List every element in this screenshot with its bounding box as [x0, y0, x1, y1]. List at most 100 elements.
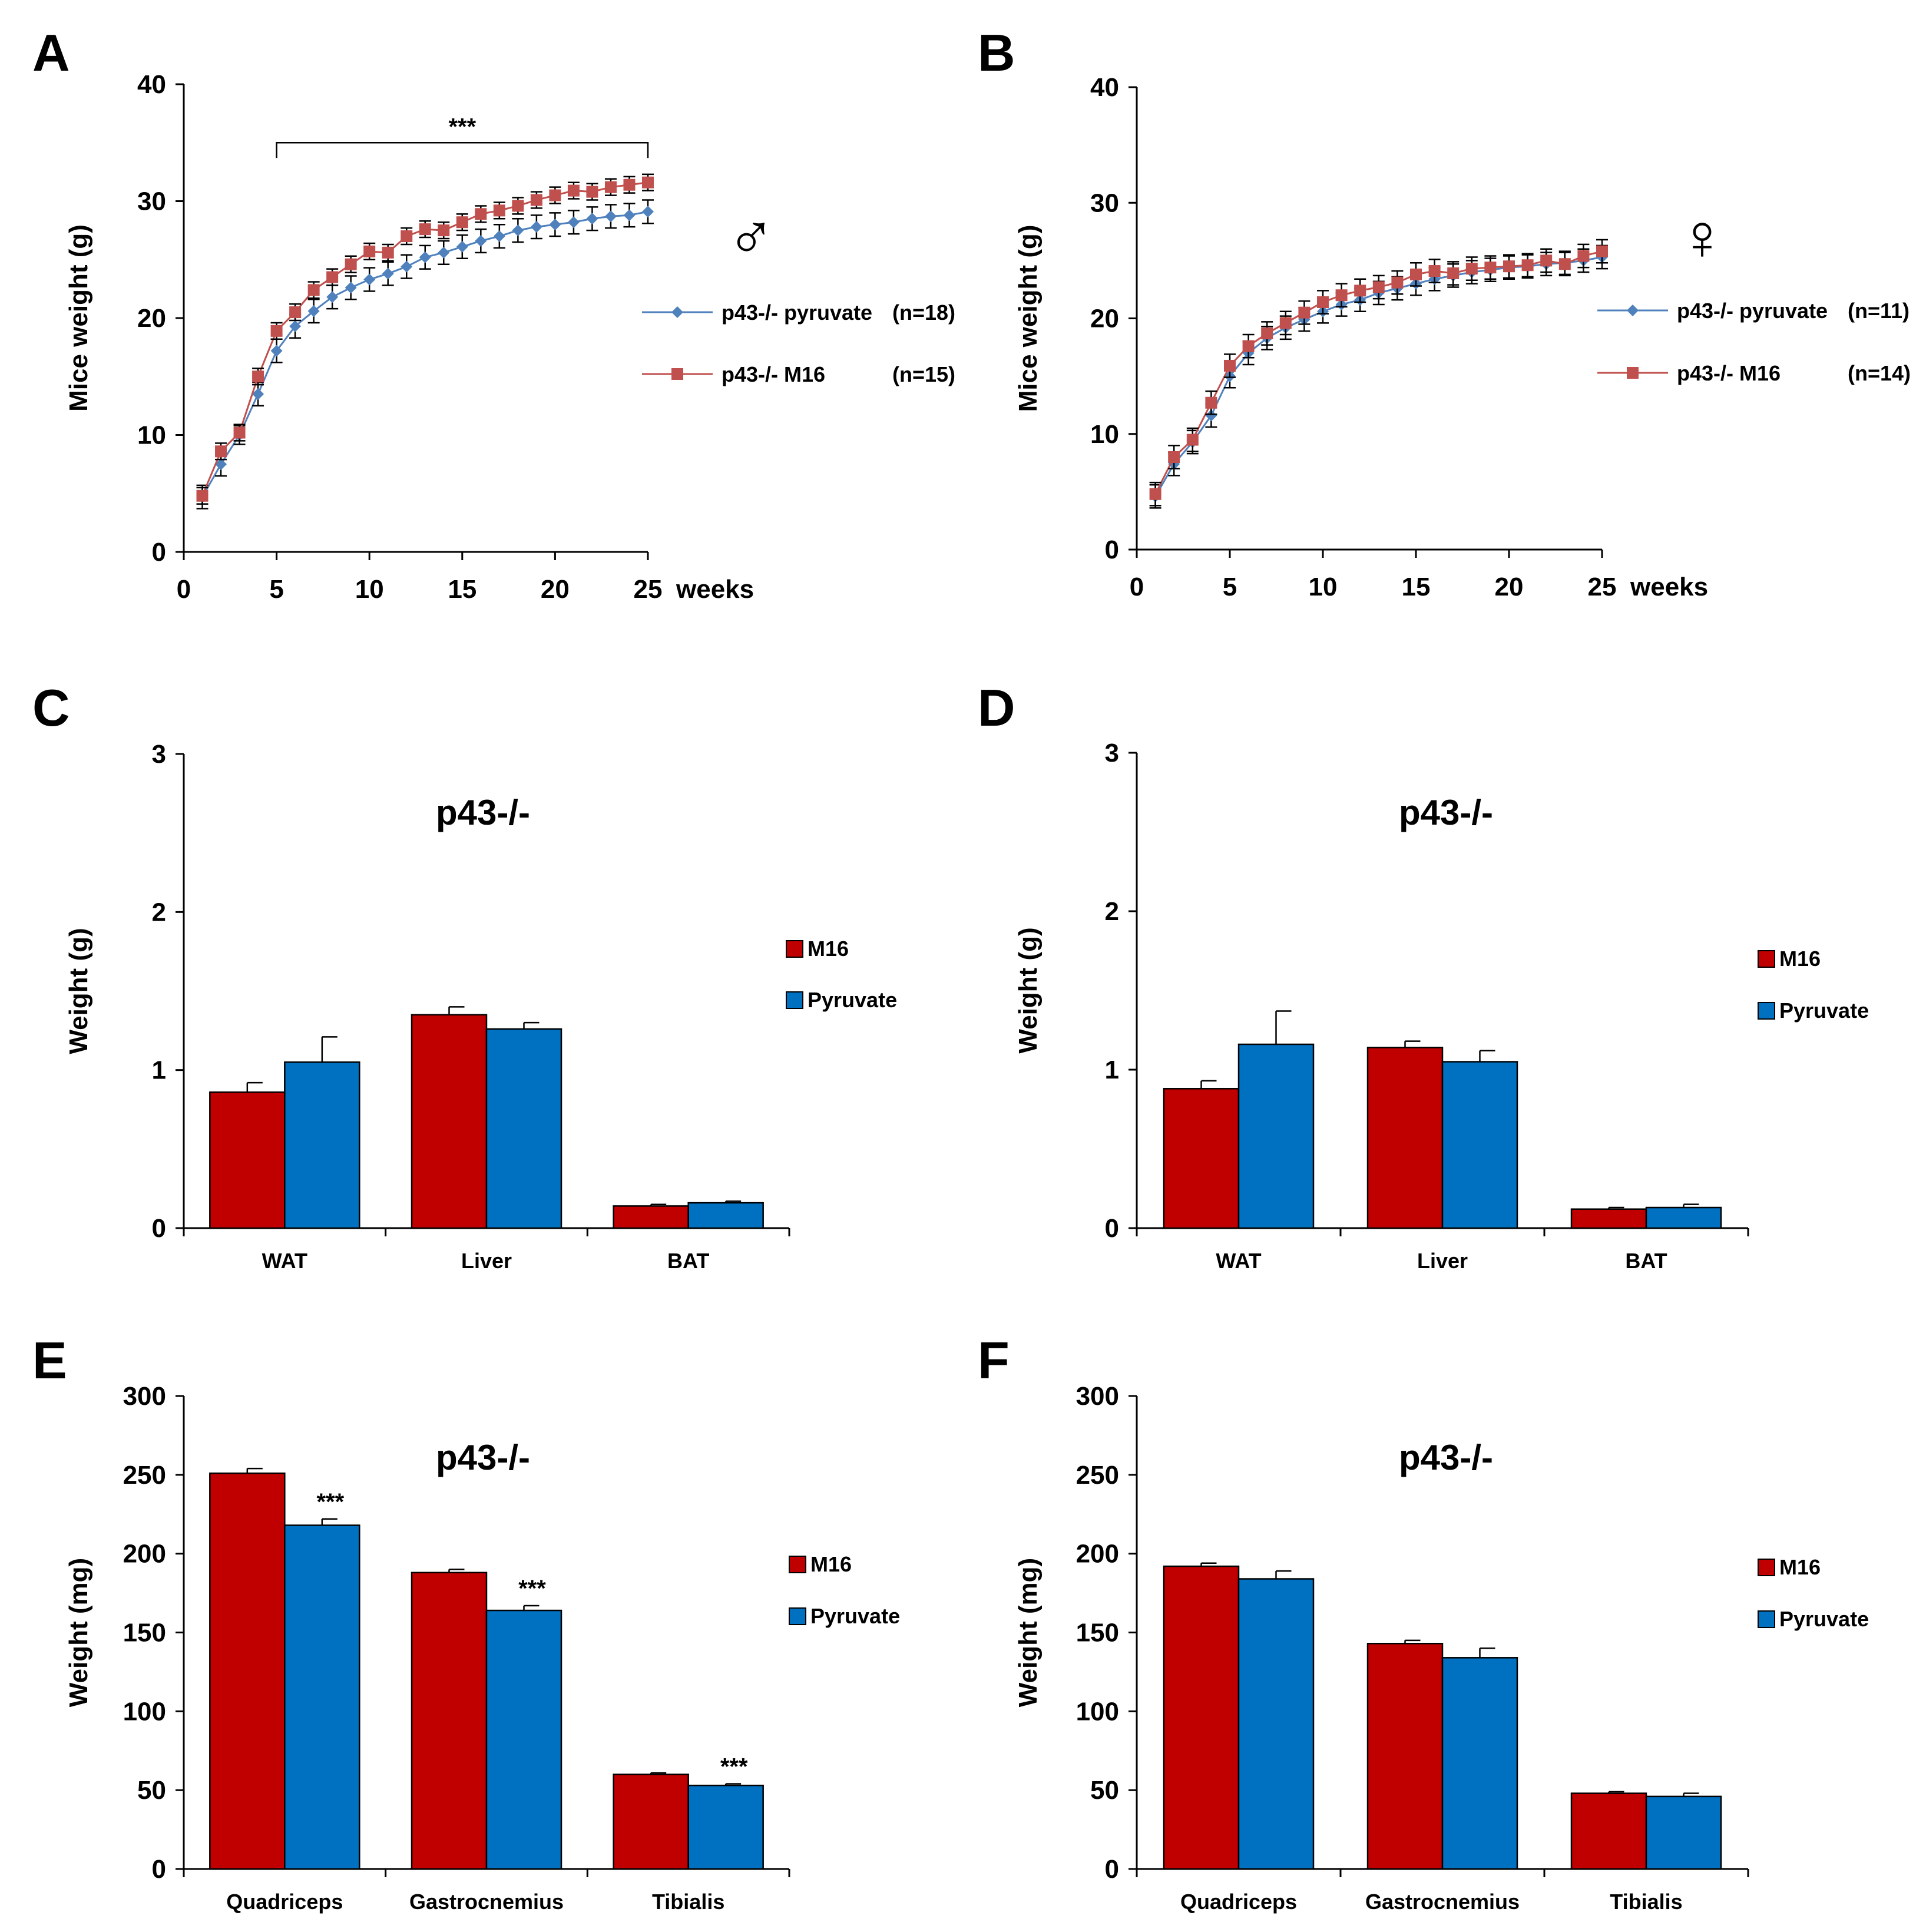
bar-pyruvate [284, 1061, 360, 1229]
panel-letter: B [978, 24, 1015, 82]
y-tick-label: 0 [1105, 1214, 1119, 1243]
y-tick-label: 200 [123, 1540, 166, 1569]
y-tick-label: 40 [137, 70, 166, 99]
bar-m16 [1366, 1047, 1444, 1229]
y-tick-label: 20 [137, 304, 166, 333]
y-tick-label: 0 [1105, 1855, 1119, 1884]
panel-letter: A [32, 24, 70, 82]
data-point [419, 251, 431, 263]
data-point [382, 267, 394, 280]
bar-pyruvate [687, 1784, 764, 1870]
category-label: Gastrocnemius [1365, 1890, 1520, 1914]
data-point [623, 178, 636, 191]
data-point [549, 219, 561, 231]
data-point [1298, 306, 1311, 319]
data-point [1186, 434, 1199, 446]
data-point [382, 246, 394, 259]
bar-m16 [1163, 1088, 1240, 1229]
y-tick-label: 250 [1076, 1461, 1119, 1490]
data-point [345, 258, 357, 270]
legend-marker [671, 368, 683, 380]
y-tick-label: 150 [123, 1619, 166, 1648]
data-point [1224, 359, 1236, 372]
data-point [456, 216, 468, 229]
legend-label: Pyruvate [808, 988, 897, 1012]
data-point [252, 388, 264, 401]
category-label: Quadriceps [1180, 1890, 1297, 1914]
data-point [326, 271, 339, 283]
bar-pyruvate [687, 1202, 764, 1229]
panel-b: B 0 10 20 30 40 Mice weight (g) 0 5 10 15 20 25 weeks… [978, 24, 1911, 601]
x-tick-label: 15 [448, 575, 476, 604]
significance-label: *** [316, 1489, 344, 1515]
data-point [475, 234, 487, 247]
legend-swatch [1758, 950, 1775, 968]
data-point [530, 221, 542, 233]
data-point [493, 204, 505, 217]
data-point [1335, 289, 1348, 302]
data-point [1465, 263, 1478, 275]
significance-label: *** [518, 1576, 546, 1602]
bar-m16 [1366, 1642, 1444, 1870]
data-point [1242, 340, 1255, 352]
data-point [401, 230, 413, 243]
y-tick-label: 100 [123, 1697, 166, 1726]
category-label: Liver [1417, 1249, 1468, 1273]
panel-a: A 0 10 20 30 40 Mice weight (g) 0 5 10 15 20 25 weeks… [32, 24, 955, 604]
y-tick-label: 30 [1090, 188, 1119, 217]
data-point [1521, 259, 1534, 272]
data-point [326, 291, 339, 303]
category-label: Quadriceps [226, 1890, 343, 1914]
data-point [270, 345, 283, 357]
chart-subtitle: p43-/- [436, 793, 530, 832]
y-tick-label: 1 [152, 1056, 166, 1085]
data-point [252, 370, 264, 383]
data-point [642, 176, 654, 188]
legend-label: Pyruvate [810, 1604, 900, 1628]
y-axis-label: Weight (g) [1014, 927, 1043, 1053]
panel-letter: D [978, 679, 1015, 737]
y-tick-label: 40 [1090, 73, 1119, 102]
data-point [549, 189, 561, 201]
data-point [363, 245, 376, 257]
legend-label: p43-/- pyruvate [1677, 299, 1828, 323]
bar-pyruvate [1237, 1043, 1315, 1229]
legend-swatch [789, 1556, 806, 1573]
data-point [289, 306, 302, 319]
legend-n: (n=18) [892, 300, 955, 325]
x-tick-label: 20 [541, 575, 570, 604]
data-point [586, 186, 598, 198]
y-tick-label: 0 [152, 1214, 166, 1243]
data-point [233, 426, 246, 439]
legend-n: (n=15) [892, 362, 955, 386]
data-point [1596, 245, 1608, 257]
legend-marker [1627, 305, 1639, 316]
data-point [1261, 327, 1273, 340]
legend-label: p43-/- M16 [1677, 361, 1781, 385]
category-label: Tibialis [1610, 1890, 1682, 1914]
data-point [493, 230, 505, 243]
bar-pyruvate [1645, 1795, 1722, 1870]
data-point [512, 224, 524, 237]
data-point [642, 206, 654, 218]
legend-label: M16 [808, 937, 849, 961]
bar-m16 [411, 1572, 488, 1870]
data-point [438, 246, 450, 259]
category-label: BAT [1625, 1249, 1667, 1273]
data-point [215, 445, 227, 458]
legend-swatch [786, 991, 803, 1009]
bar-pyruvate [485, 1609, 562, 1870]
bar-m16 [613, 1205, 689, 1229]
bar-m16 [613, 1774, 689, 1870]
data-point [307, 284, 320, 296]
panel-letter: F [978, 1331, 1010, 1390]
panel-e: E 0 50 100 150 200 250 300 Weight (mg) Quadriceps… [32, 1331, 900, 1914]
legend-label: M16 [1779, 1555, 1821, 1579]
y-tick-label: 2 [1105, 897, 1119, 926]
legend-label: p43-/- pyruvate [722, 300, 872, 325]
data-point [1558, 258, 1571, 270]
y-tick-label: 2 [152, 898, 166, 927]
data-point [1428, 265, 1441, 277]
data-point [1168, 451, 1180, 463]
